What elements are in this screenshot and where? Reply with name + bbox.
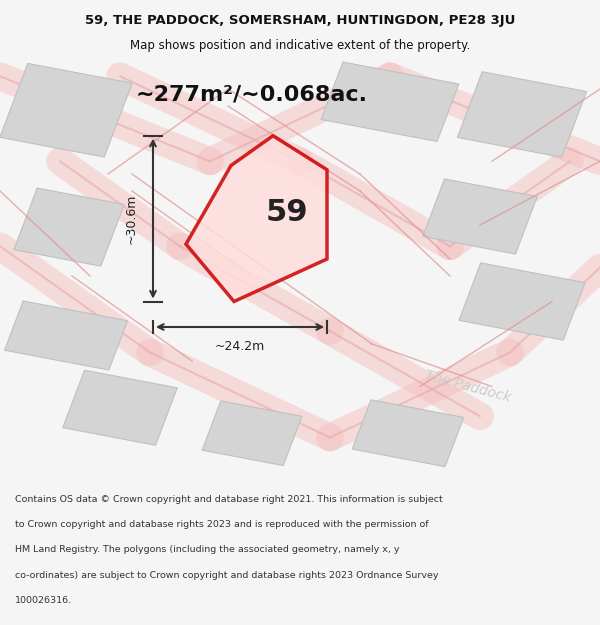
Text: co-ordinates) are subject to Crown copyright and database rights 2023 Ordnance S: co-ordinates) are subject to Crown copyr…: [15, 571, 439, 579]
Polygon shape: [202, 401, 302, 466]
Text: ~24.2m: ~24.2m: [215, 340, 265, 352]
Polygon shape: [63, 370, 177, 445]
Text: to Crown copyright and database rights 2023 and is reproduced with the permissio: to Crown copyright and database rights 2…: [15, 520, 428, 529]
Polygon shape: [14, 188, 124, 266]
Polygon shape: [459, 263, 585, 340]
Text: 59: 59: [266, 198, 308, 227]
Polygon shape: [423, 179, 537, 254]
Polygon shape: [186, 136, 327, 301]
Text: ~30.6m: ~30.6m: [125, 194, 138, 244]
Polygon shape: [321, 62, 459, 141]
Polygon shape: [5, 301, 127, 370]
Text: HM Land Registry. The polygons (including the associated geometry, namely x, y: HM Land Registry. The polygons (includin…: [15, 545, 400, 554]
Text: 59, THE PADDOCK, SOMERSHAM, HUNTINGDON, PE28 3JU: 59, THE PADDOCK, SOMERSHAM, HUNTINGDON, …: [85, 14, 515, 27]
Text: Map shows position and indicative extent of the property.: Map shows position and indicative extent…: [130, 39, 470, 51]
Text: The Paddock: The Paddock: [424, 368, 512, 405]
Polygon shape: [0, 63, 132, 157]
Polygon shape: [457, 72, 587, 158]
Text: Contains OS data © Crown copyright and database right 2021. This information is : Contains OS data © Crown copyright and d…: [15, 494, 443, 504]
Text: ~277m²/~0.068ac.: ~277m²/~0.068ac.: [136, 85, 368, 105]
Polygon shape: [352, 400, 464, 467]
Text: 100026316.: 100026316.: [15, 596, 72, 605]
